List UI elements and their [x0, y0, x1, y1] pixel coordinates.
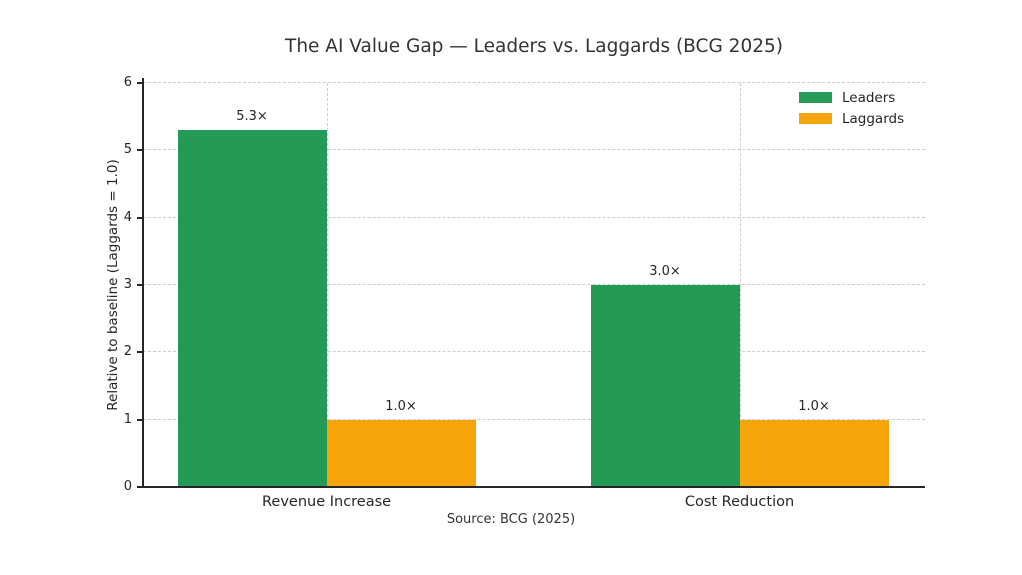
gridline-y-3	[143, 284, 925, 285]
x-label-cost-reduction: Cost Reduction	[684, 494, 795, 510]
y-tick-5	[137, 149, 143, 152]
bar-leaders-cost-reduction	[590, 285, 740, 487]
legend-item-laggards: Laggards	[799, 108, 904, 129]
gridline-x-revenue-increase	[326, 83, 328, 487]
x-label-revenue-increase: Revenue Increase	[261, 494, 392, 510]
gridline-y-1	[143, 418, 925, 420]
bar-value-leaders-revenue-increase: 5.3×	[236, 109, 268, 125]
gridline-x-cost-reduction	[739, 83, 741, 487]
legend-swatch-laggards	[799, 113, 832, 124]
y-tick-label-2: 2	[123, 344, 132, 360]
bar-leaders-revenue-increase	[177, 130, 327, 487]
x-axis-spine	[142, 486, 925, 488]
gridline-y-6	[143, 82, 925, 83]
gridline-y-2	[143, 351, 925, 353]
gridline-y-4	[143, 216, 925, 218]
y-tick-3	[137, 284, 143, 286]
y-tick-label-3: 3	[123, 277, 132, 292]
bar-value-leaders-cost-reduction: 3.0×	[649, 264, 681, 279]
legend: Leaders Laggards	[799, 87, 904, 129]
legend-swatch-leaders	[799, 92, 832, 103]
chart-title: The AI Value Gap — Leaders vs. Laggards …	[285, 36, 783, 57]
y-axis-spine	[142, 78, 144, 488]
bar-laggards-revenue-increase	[326, 419, 476, 487]
y-tick-2	[137, 351, 143, 354]
y-tick-label-6: 6	[123, 75, 132, 90]
y-tick-label-0: 0	[123, 479, 132, 494]
legend-label-leaders: Leaders	[842, 89, 896, 106]
bar-laggards-cost-reduction	[739, 419, 889, 487]
y-tick-1	[137, 418, 143, 421]
legend-label-laggards: Laggards	[842, 110, 905, 127]
bar-value-laggards-revenue-increase: 1.0×	[385, 398, 417, 414]
y-tick-label-1: 1	[123, 411, 132, 427]
y-tick-4	[137, 216, 143, 219]
gridline-y-5	[143, 149, 925, 151]
y-tick-6	[137, 82, 143, 84]
y-tick-label-4: 4	[123, 209, 132, 225]
y-tick-0	[137, 486, 143, 488]
source-note: Source: BCG (2025)	[446, 512, 576, 527]
y-tick-label-5: 5	[123, 142, 132, 158]
bar-value-laggards-cost-reduction: 1.0×	[798, 398, 830, 414]
legend-item-leaders: Leaders	[799, 87, 904, 108]
